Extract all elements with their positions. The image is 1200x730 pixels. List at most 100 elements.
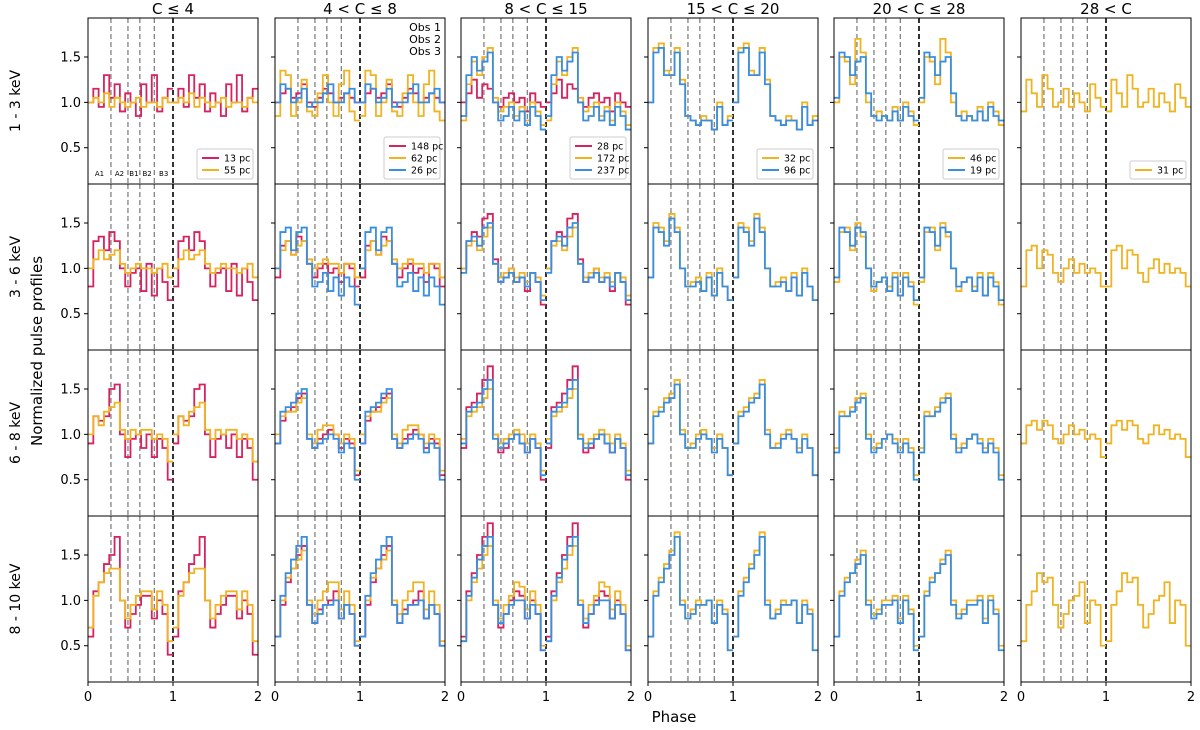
profile-line [275,388,360,481]
profile-line [461,545,546,647]
panel [275,18,445,184]
profile-line [919,37,1004,126]
panel [275,350,445,516]
x-tick-label: 0 [1017,690,1025,705]
x-tick-label: 1 [915,690,923,705]
legend-label: 62 pc [411,154,437,165]
profile-line [461,47,546,126]
panel [88,18,258,184]
segment-label: B2 [142,170,151,178]
y-tick-label: 1.5 [60,217,81,232]
legend-box [1129,160,1187,180]
profile-line [360,83,445,108]
profile-line [648,383,733,477]
legend-label: 46 pc [970,154,996,165]
profile-line [461,365,546,481]
profile-line [360,549,445,643]
profile-line [546,213,631,306]
column-title: 8 < C ≤ 15 [504,0,587,18]
profile-line [733,217,818,302]
profile-line [834,397,919,481]
profile-line [546,47,631,126]
profile-line [173,74,258,117]
profile-line [360,545,445,647]
profile-line [546,388,631,472]
x-tick-label: 2 [441,690,449,705]
legend-label: 19 pc [970,166,996,177]
row-label: 1 - 3 keV [8,70,24,132]
profile-line [88,92,173,108]
legend-box [756,148,814,180]
legend-label: 13 pc [224,154,250,165]
panel [834,516,1004,682]
profile-line [88,231,173,302]
profile-line [546,522,631,652]
column-title: 20 < C ≤ 28 [873,0,966,18]
x-tick-label: 0 [457,690,465,705]
legend-label: 237 pc [597,166,629,177]
profile-line [173,249,258,279]
profile-line [360,397,445,472]
y-tick-label: 1.0 [60,594,81,609]
x-tick-label: 1 [169,690,177,705]
y-tick-label: 1.5 [60,51,81,66]
profile-line [546,222,631,302]
profile-line [1106,572,1191,647]
profile-line [919,51,1004,122]
profile-line [648,47,733,131]
legend-label: 172 pc [597,154,629,165]
legend-box [196,148,254,180]
legend-box [383,136,441,180]
profile-line [919,392,1004,477]
y-tick-label: 1.0 [60,262,81,277]
profile-line [546,226,631,297]
profile-line [173,92,258,108]
segment-label: A1 [95,170,104,178]
panel [834,18,1004,184]
panel [461,516,631,682]
x-tick-label: 2 [254,690,262,705]
profile-line [360,535,445,647]
profile-line [275,226,360,306]
x-tick-label: 2 [1000,690,1008,705]
profile-line [546,535,631,652]
profile-line [173,567,258,643]
profile-line [733,379,818,477]
legend-box [569,136,627,180]
profile-line [733,47,818,131]
y-tick-label: 0.5 [60,307,81,322]
column-title: 4 < C ≤ 8 [323,0,397,18]
x-tick-label: 0 [84,690,92,705]
y-tick-label: 1.5 [60,549,81,564]
panel [1021,18,1191,184]
legend-label: 26 pc [411,166,437,177]
profile-line [275,397,360,472]
profile-line [461,535,546,652]
profile-line [275,549,360,643]
profile-line [648,217,733,302]
obs-label: Obs 3 [409,45,441,58]
profile-line [461,78,546,113]
profile-line [648,531,733,652]
profile-line [1021,244,1106,288]
profile-line [733,535,818,652]
column-title: C ≤ 4 [152,0,194,18]
profile-line [173,231,258,302]
profile-line [173,401,258,463]
profile-line [546,51,631,131]
profile-line [919,554,1004,652]
column-title: 28 < C [1080,0,1132,18]
profile-line [834,549,919,647]
profile-line [546,78,631,113]
panel [1021,516,1191,682]
profile-line [461,213,546,306]
profile-line [546,379,631,477]
profile-line [834,51,919,122]
legend-label: 31 pc [1157,166,1183,177]
profile-line [88,535,173,656]
column-title: 15 < C ≤ 20 [687,0,780,18]
y-tick-label: 0.5 [60,141,81,156]
profile-line [88,567,173,643]
panel [461,18,631,184]
x-tick-label: 0 [271,690,279,705]
